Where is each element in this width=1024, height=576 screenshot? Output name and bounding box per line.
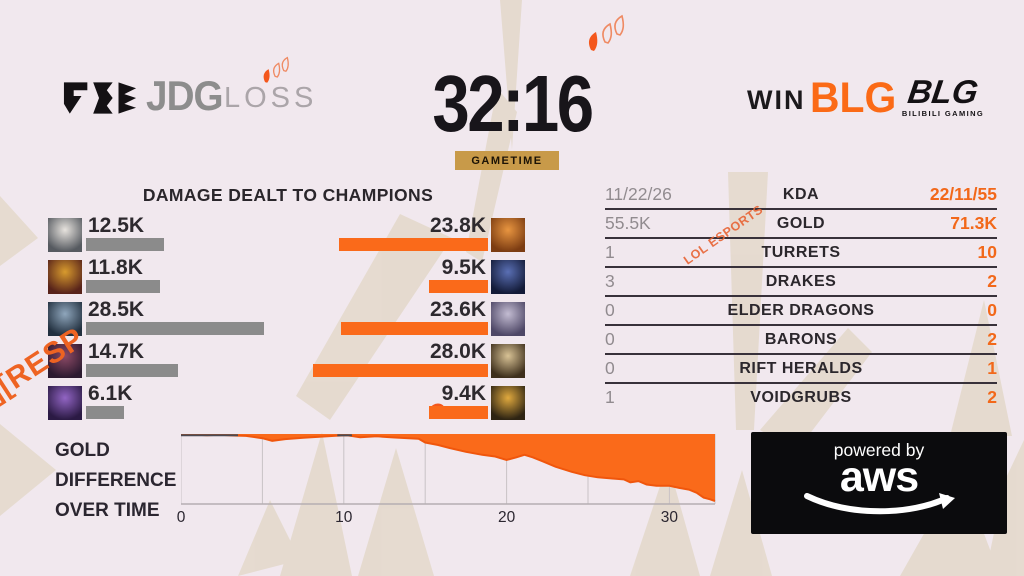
champion-icon — [491, 386, 525, 420]
stat-value-right: 22/11/55 — [929, 184, 997, 204]
x-axis-tick: 10 — [335, 509, 353, 526]
spark-decor-right — [588, 14, 625, 51]
stat-label: TURRETS — [761, 243, 841, 261]
champion-icon — [491, 260, 525, 294]
stat-label: BARONS — [764, 330, 838, 348]
damage-value: 9.4K — [441, 382, 486, 405]
champion-icon — [48, 302, 82, 336]
damage-row-right: 23.8K — [275, 214, 525, 256]
x-axis-tick: 0 — [176, 509, 186, 526]
damage-bar — [339, 238, 488, 251]
stat-value-right: 1 — [987, 358, 997, 378]
gold-difference-label: GOLD DIFFERENCE OVER TIME — [55, 436, 176, 526]
gametime-badge: GAMETIME — [455, 151, 559, 170]
stat-value-right: 2 — [987, 387, 997, 407]
stat-value-left: 1 — [605, 242, 615, 262]
damage-bar — [429, 280, 488, 293]
gold-label-line: DIFFERENCE — [55, 470, 177, 491]
stat-value-left: 55.5K — [605, 213, 651, 233]
damage-row-right: 28.0K — [275, 340, 525, 382]
stat-row: 11/22/26 KDA 22/11/55 — [605, 181, 997, 210]
stat-row: 0 ELDER DRAGONS 0 — [605, 297, 997, 326]
damage-row-right: 23.6K — [275, 298, 525, 340]
champion-icon — [48, 344, 82, 378]
left-team-result: LOSS — [224, 82, 318, 114]
stat-value-left: 1 — [605, 387, 615, 407]
damage-value: 28.0K — [429, 340, 486, 363]
damage-row-left: 14.7K — [48, 340, 348, 382]
damage-bar — [86, 280, 160, 293]
stat-value-right: 0 — [987, 300, 997, 320]
gold-label-line: GOLD — [55, 440, 110, 461]
stat-label: RIFT HERALDS — [739, 359, 863, 377]
powered-by-text: powered by — [833, 440, 925, 460]
stat-value-right: 2 — [987, 329, 997, 349]
left-team-name: JDG — [146, 72, 224, 119]
stat-label: VOIDGRUBS — [750, 388, 852, 406]
champion-icon — [48, 218, 82, 252]
damage-bar — [86, 364, 178, 377]
x-axis-tick: 20 — [497, 509, 516, 526]
stat-value-left: 0 — [605, 358, 615, 378]
damage-row-left: 28.5K — [48, 298, 348, 340]
damage-row-right: 9.4K — [275, 382, 525, 424]
damage-value: 9.5K — [441, 256, 486, 279]
stat-row: 3 DRAKES 2 — [605, 268, 997, 297]
stat-label: KDA — [782, 185, 820, 203]
stat-row: 1 TURRETS 10 — [605, 239, 997, 268]
stat-row: 0 RIFT HERALDS 1 — [605, 355, 997, 384]
champion-icon — [491, 218, 525, 252]
stat-row: 0 BARONS 2 — [605, 326, 997, 355]
damage-row-left: 6.1K — [48, 382, 348, 424]
aws-text: aws — [839, 453, 919, 501]
damage-value: 23.6K — [429, 298, 486, 321]
champion-icon — [48, 386, 82, 420]
damage-bar — [86, 238, 164, 251]
damage-bar — [86, 406, 124, 419]
x-axis-tick: 30 — [660, 509, 679, 526]
damage-title: DAMAGE DEALT TO CHAMPIONS — [142, 185, 434, 205]
gold-difference-chart — [181, 434, 716, 505]
right-team-result: WIN — [747, 85, 806, 115]
damage-value: 12.5K — [88, 214, 145, 237]
aws-smile-icon — [804, 493, 955, 515]
stat-value-left: 0 — [605, 300, 615, 320]
damage-row-right: 9.5K — [275, 256, 525, 298]
right-team-name: BLG — [810, 74, 897, 122]
stats-table: 11/22/26 KDA 22/11/55 55.5K GOLD 71.3K 1 TURRET… — [605, 181, 997, 411]
blg-logo-text: BLG — [905, 73, 981, 110]
stat-value-right: 71.3K — [950, 213, 997, 233]
damage-value: 14.7K — [88, 340, 145, 363]
stat-label: GOLD — [776, 214, 826, 232]
stat-value-right: 10 — [977, 242, 997, 262]
blg-logo-subtext: BILIBILI GAMING — [901, 109, 985, 118]
damage-value: 11.8K — [88, 256, 143, 279]
stat-row: 1 VOIDGRUBS 2 — [605, 384, 997, 411]
champion-icon — [48, 260, 82, 294]
damage-row-left: 12.5K — [48, 214, 348, 256]
damage-value: 28.5K — [88, 298, 145, 321]
damage-bar — [86, 322, 264, 335]
damage-value: 23.8K — [429, 214, 486, 237]
champion-icon — [491, 344, 525, 378]
stat-label: ELDER DRAGONS — [727, 301, 875, 319]
stat-value-left: 0 — [605, 329, 615, 349]
damage-bar — [313, 364, 488, 377]
aws-logo: powered by aws — [751, 432, 1007, 534]
damage-row-left: 11.8K — [48, 256, 348, 298]
champion-icon — [491, 302, 525, 336]
stat-label: DRAKES — [765, 272, 837, 290]
stat-row: 55.5K GOLD 71.3K — [605, 210, 997, 239]
stat-value-right: 2 — [987, 271, 997, 291]
damage-bar — [341, 322, 488, 335]
damage-bar — [429, 406, 488, 419]
gold-label-line: OVER TIME — [55, 500, 160, 521]
stat-value-left: 3 — [605, 271, 615, 291]
game-timer: 32:16 — [432, 59, 594, 148]
jdg-logo — [63, 82, 137, 114]
damage-value: 6.1K — [88, 382, 133, 405]
stat-value-left: 11/22/26 — [605, 184, 672, 204]
blg-logo: BLG BILIBILI GAMING — [893, 73, 993, 118]
